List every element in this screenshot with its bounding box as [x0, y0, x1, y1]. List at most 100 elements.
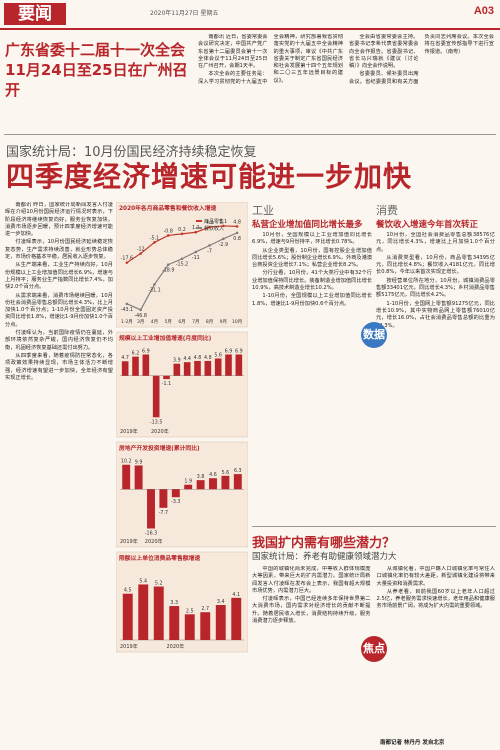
chart-panel — [116, 202, 248, 328]
bar — [184, 484, 193, 490]
data-label: 1.2 — [192, 225, 200, 231]
data-label: 6.9 — [225, 348, 233, 354]
chart-panel — [116, 551, 248, 653]
section-label: 要闻 — [4, 3, 66, 25]
data-label: 3.3 — [170, 600, 178, 606]
bar — [204, 360, 212, 376]
paragraph: 10月份，全国规模以上工业增加值同比增长6.9%，增速与9月份持平，环比增长0.… — [252, 232, 372, 246]
data-label: -18.9 — [162, 268, 174, 274]
bar — [173, 363, 181, 376]
bar — [122, 593, 133, 640]
paragraph: 南都讯 昨日，国家统计局新闻发言人付凌晖在介绍10月份国民经济运行情况时表示，下… — [5, 202, 113, 238]
point — [180, 257, 184, 261]
paragraph: 10月份，全国社会消费品零售总额38576亿元，同比增长4.3%，增速比上月加快… — [376, 232, 495, 253]
data-label: -3.3 — [171, 499, 180, 505]
point — [125, 261, 129, 264]
data-label: 5.1 — [220, 219, 228, 225]
kicker: 国家统计局：10月份国民经济持续稳定恢复 — [6, 145, 257, 160]
paragraph: 本次全会的主要任务是：深入学习贯彻党的十九届五中全会精神，研究部署我省贯彻落实党… — [198, 34, 343, 85]
data-label: 4.3 — [206, 220, 214, 226]
bar — [194, 360, 201, 376]
data-label: 5.4 — [139, 578, 147, 584]
data-label: -46.8 — [134, 313, 146, 319]
data-label: 4.8 — [194, 355, 202, 361]
data-label: 0.8 — [233, 236, 241, 242]
lead-headline: 广东省委十二届十一次全会 11月24日至25日在广州召开 — [5, 40, 195, 100]
bar — [225, 354, 232, 376]
point — [125, 302, 129, 306]
feature-subheadline: 国家统计局：养老有助健康领域潜力大 — [252, 552, 397, 562]
chart-panel — [116, 331, 248, 438]
paragraph: 全会由省委常委会主持。省委书记李希代表省委常委会向全会作报告。省委副书记、省长马… — [349, 34, 419, 70]
data-label: -0.8 — [164, 228, 173, 234]
data-label: -16.3 — [145, 531, 157, 537]
point — [208, 244, 211, 247]
paragraph: 从企业类型看，10月份，国有控股企业增加值同比增长5.6%；股份制企业增长6.9… — [252, 247, 372, 269]
point — [166, 234, 170, 237]
divider — [252, 526, 496, 527]
x-tick-label: 2020年 — [151, 428, 169, 435]
bar — [169, 606, 180, 640]
x-tick-label: 2020年 — [167, 643, 185, 650]
point — [180, 232, 184, 236]
data-label: -7.7 — [159, 510, 168, 516]
subheading: 餐饮收入增速今年首次转正 — [376, 220, 479, 230]
paragraph: 1-10月份，全国网上零售额91275亿元，同比增长10.9%，其中实物商品网上… — [376, 300, 495, 329]
bar — [138, 584, 149, 640]
chart-title: 房地产开发投资增速(累计同比) — [119, 444, 200, 452]
data-label: 4.4 — [183, 356, 191, 362]
main-headline: 四季度经济增速可能进一步加快 — [6, 160, 413, 193]
data-label: -31.1 — [148, 287, 160, 293]
bar — [184, 614, 195, 640]
data-label: 9.9 — [135, 459, 143, 465]
data-label: 10.2 — [121, 459, 132, 465]
data-label: -1.1 — [162, 381, 171, 387]
paragraph: 从消费类型看，10月份，商品零售34395亿元，同比增长4.8%；餐饮收入418… — [376, 254, 495, 276]
point — [235, 231, 239, 235]
x-tick-label: 2019年 — [120, 538, 138, 545]
data-label: 0.2 — [178, 227, 186, 233]
data-label: 4.8 — [204, 355, 212, 361]
headline-line: 11月24日至25日在广州召开 — [5, 61, 188, 99]
data-label: 6.3 — [234, 468, 242, 474]
paragraph: 按经营单位所在地分，10月份，城镇消费品零售额33401亿元，同比增长4.3%；… — [376, 277, 495, 299]
data-label: 3.9 — [173, 358, 181, 364]
bar — [209, 478, 217, 490]
subheading: 私营企业增加值同比增长最多 — [252, 220, 363, 230]
paragraph: 南都讯 近日，省委常委会会议研究决定，中国共产党广东省第十二届委员会第十一次全体… — [198, 34, 268, 70]
x-tick-label: 3月 — [137, 319, 144, 325]
paragraph: 付凌晖表示，中国已经连续多年保持世界第二大消费市场，国内需求对经济增长的贡献不断… — [252, 596, 371, 625]
chart-panel — [116, 441, 248, 548]
byline: 南都记者 林丹丹 发自北京 — [380, 740, 445, 746]
data-label: 2.5 — [186, 608, 194, 614]
x-tick-label: 5月 — [165, 319, 172, 325]
bar — [159, 489, 168, 508]
feature-headline: 我国扩内需有哪些潜力？ — [252, 536, 396, 551]
lead-body: 南都讯 近日，省委常委会会议研究决定，中国共产党广东省第十二届委员会第十一次全体… — [198, 34, 494, 132]
chart-title: 规模以上工业增加值增速(月度同比) — [119, 334, 212, 342]
data-label: 6.9 — [235, 348, 243, 354]
page-number: A03 — [473, 5, 494, 17]
point — [222, 237, 225, 241]
legend-swatch — [196, 220, 202, 222]
paragraph: 分行业看，10月份，41个大类行业中有32个行业增加值保持同比增长。装备制造业增… — [252, 270, 372, 292]
data-label: -43.1 — [121, 307, 133, 313]
divider — [4, 134, 496, 135]
text-column: 10月份，全国规模以上工业增加值同比增长6.9%，增速与9月份持平，环比增长0.… — [252, 232, 372, 522]
data-label: 4.8 — [233, 219, 241, 225]
badge: 数据 — [361, 322, 387, 348]
data-label: 4.5 — [124, 588, 132, 594]
x-tick-label: 2019年 — [120, 428, 138, 435]
data-label: 5.6 — [222, 470, 230, 476]
bar — [147, 489, 155, 529]
data-label: -12 — [137, 247, 145, 253]
data-label: 3.4 — [217, 599, 225, 605]
chart-column: 2020年各月商品零售和餐饮收入增速 -17.6 -12 -5.1 -0.8 0.2 1.2… — [116, 202, 248, 653]
bar — [122, 464, 131, 490]
data-label: 1.9 — [184, 479, 192, 485]
point — [166, 263, 170, 267]
paragraph: 从需求端来看，消费市场继续回暖，10月份社会消费品零售总额同比增长4.3%，比上… — [5, 292, 113, 328]
bar — [171, 489, 180, 498]
data-label: 2.7 — [201, 606, 209, 612]
